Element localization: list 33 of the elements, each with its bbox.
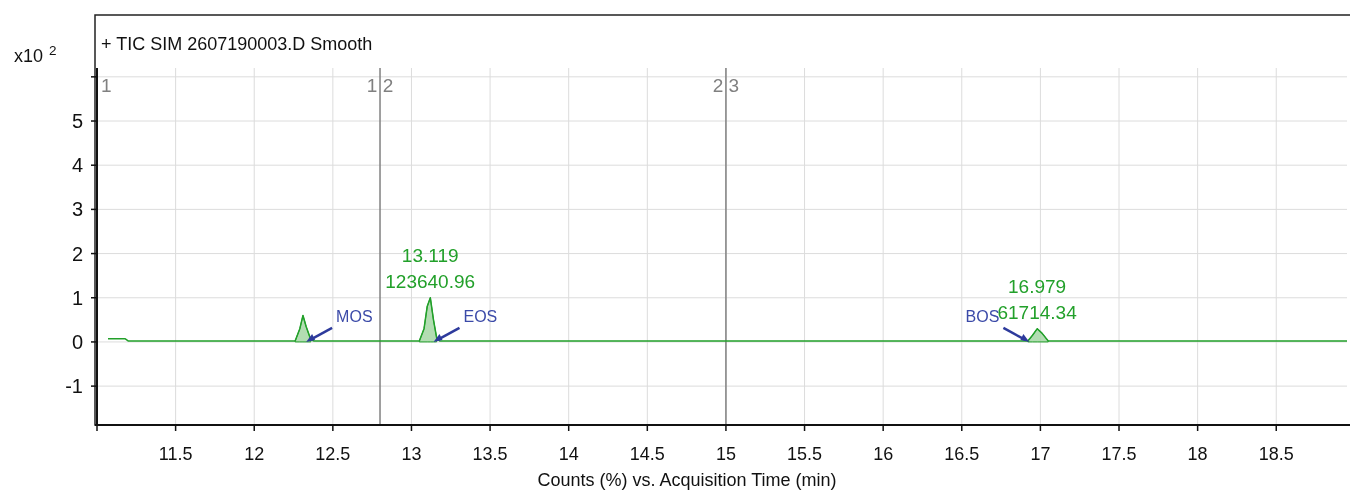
y-tick-label: -1 — [65, 375, 83, 398]
x-tick-label: 14.5 — [629, 444, 665, 464]
y-axis-title: x10$^{2}$ — [14, 42, 57, 66]
x-tick-label: 17.5 — [1101, 444, 1137, 464]
x-tick-label: 11.5 — [158, 444, 193, 464]
x-tick-label: 13.5 — [472, 444, 508, 464]
annotation: 1 2 — [366, 75, 394, 96]
x-tick-label: 13 — [401, 444, 422, 464]
y-tick-label: 2 — [71, 242, 83, 265]
annotation: BOS — [965, 307, 1000, 325]
annotation: 1 — [101, 75, 112, 96]
x-tick-label: 16.5 — [944, 444, 980, 464]
annotation: MOS — [336, 307, 373, 325]
x-tick-label: 14 — [558, 444, 579, 464]
x-tick-label: 12.5 — [315, 444, 351, 464]
x-axis-title: Counts (%) vs. Acquisition Time (min) — [537, 470, 837, 490]
y-tick-label: 0 — [71, 330, 83, 353]
annotation: EOS — [463, 307, 498, 325]
x-tick-label: 15 — [715, 444, 736, 464]
x-tick-label: 17 — [1030, 444, 1051, 464]
annotation: 2 3 — [712, 75, 740, 96]
x-tick-label: 15.5 — [787, 444, 823, 464]
x-tick-label: 18.5 — [1258, 444, 1294, 464]
chart-title: + TIC SIM 2607190003.D Smooth — [101, 34, 373, 54]
x-tick-label: 18 — [1187, 444, 1208, 464]
annotation: 13.119 123640.96 — [385, 244, 476, 292]
x-tick-label: 12 — [244, 444, 265, 464]
y-tick-label: 3 — [71, 198, 83, 221]
x-tick-label: 16 — [873, 444, 894, 464]
y-tick-label: 4 — [71, 154, 83, 177]
y-tick-label: 1 — [71, 286, 83, 309]
y-tick-label: 5 — [71, 110, 83, 133]
line-series — [107, 297, 1348, 342]
